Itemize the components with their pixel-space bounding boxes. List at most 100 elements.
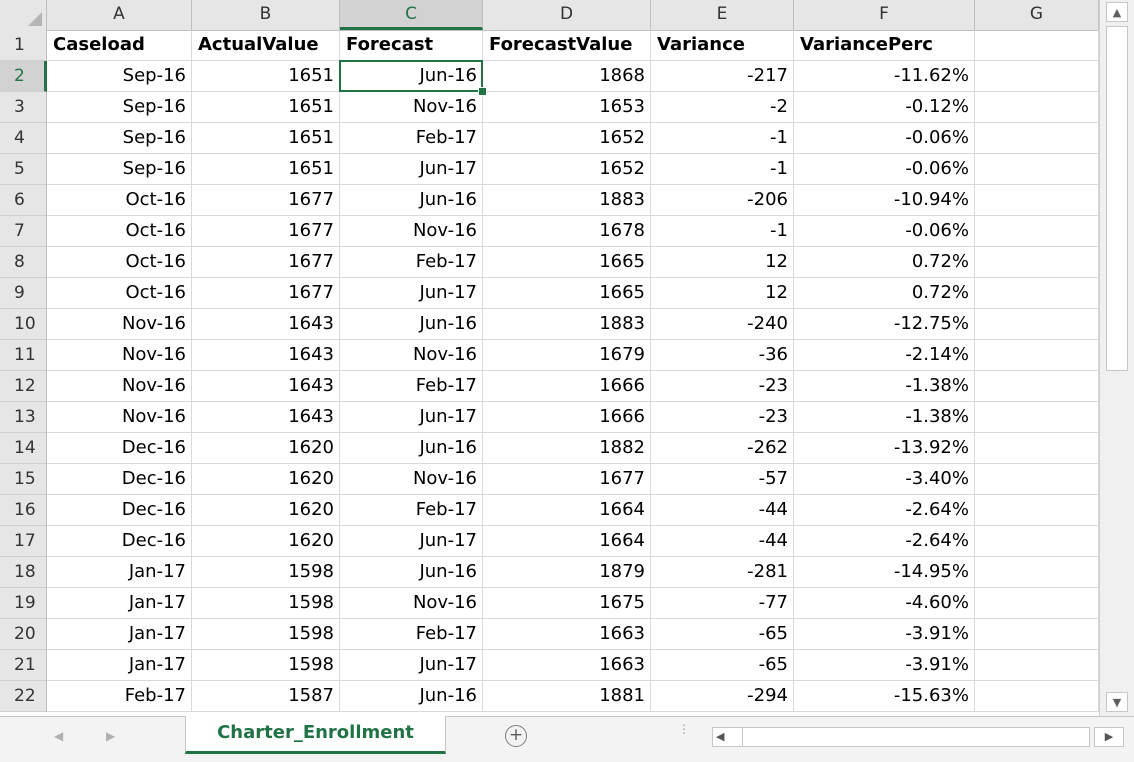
- row-header[interactable]: 6: [0, 185, 47, 216]
- data-cell[interactable]: Nov-16: [47, 371, 192, 402]
- data-cell[interactable]: Jan-17: [47, 557, 192, 588]
- empty-cell[interactable]: [975, 185, 1099, 216]
- data-cell[interactable]: Nov-16: [47, 309, 192, 340]
- column-header-f[interactable]: F: [794, 0, 975, 30]
- empty-cell[interactable]: [975, 92, 1099, 123]
- data-cell[interactable]: Nov-16: [340, 340, 483, 371]
- column-title-cell[interactable]: Caseload: [47, 30, 192, 61]
- data-cell[interactable]: -3.40%: [794, 464, 975, 495]
- column-header-c[interactable]: C: [340, 0, 483, 30]
- data-cell[interactable]: Jun-16: [340, 61, 483, 92]
- column-title-cell[interactable]: ActualValue: [192, 30, 340, 61]
- data-cell[interactable]: 1664: [483, 526, 651, 557]
- horizontal-scrollbar[interactable]: ◀: [712, 727, 1090, 747]
- empty-cell[interactable]: [975, 61, 1099, 92]
- data-cell[interactable]: Oct-16: [47, 278, 192, 309]
- column-title-cell[interactable]: Variance: [651, 30, 794, 61]
- data-cell[interactable]: 1620: [192, 464, 340, 495]
- data-cell[interactable]: -36: [651, 340, 794, 371]
- data-cell[interactable]: Feb-17: [340, 371, 483, 402]
- data-cell[interactable]: -23: [651, 402, 794, 433]
- data-cell[interactable]: Dec-16: [47, 495, 192, 526]
- data-cell[interactable]: -2.14%: [794, 340, 975, 371]
- data-cell[interactable]: Sep-16: [47, 154, 192, 185]
- splitter-dots-icon[interactable]: ⋮: [678, 722, 690, 736]
- data-cell[interactable]: 1643: [192, 340, 340, 371]
- empty-cell[interactable]: [975, 371, 1099, 402]
- data-cell[interactable]: 1664: [483, 495, 651, 526]
- data-cell[interactable]: Jun-16: [340, 185, 483, 216]
- data-cell[interactable]: -206: [651, 185, 794, 216]
- data-cell[interactable]: 1677: [483, 464, 651, 495]
- row-header[interactable]: 11: [0, 340, 47, 371]
- vertical-scrollbar[interactable]: ▲ ▼: [1099, 0, 1134, 716]
- data-cell[interactable]: -1: [651, 216, 794, 247]
- select-all-button[interactable]: [0, 0, 47, 30]
- data-cell[interactable]: -65: [651, 619, 794, 650]
- data-cell[interactable]: 1663: [483, 619, 651, 650]
- data-cell[interactable]: 1883: [483, 185, 651, 216]
- empty-cell[interactable]: [975, 681, 1099, 712]
- data-cell[interactable]: -0.06%: [794, 216, 975, 247]
- column-title-cell[interactable]: ForecastValue: [483, 30, 651, 61]
- empty-cell[interactable]: [975, 340, 1099, 371]
- data-cell[interactable]: Feb-17: [340, 619, 483, 650]
- row-header[interactable]: 19: [0, 588, 47, 619]
- data-cell[interactable]: -4.60%: [794, 588, 975, 619]
- scroll-left-icon[interactable]: ◀: [716, 730, 725, 743]
- empty-cell[interactable]: [975, 216, 1099, 247]
- data-cell[interactable]: Oct-16: [47, 185, 192, 216]
- data-cell[interactable]: Jun-16: [340, 309, 483, 340]
- fill-handle[interactable]: [478, 87, 487, 96]
- data-cell[interactable]: 12: [651, 278, 794, 309]
- scroll-up-icon[interactable]: ▲: [1106, 2, 1128, 22]
- data-cell[interactable]: 1868: [483, 61, 651, 92]
- data-cell[interactable]: Jan-17: [47, 650, 192, 681]
- column-title-cell[interactable]: VariancePerc: [794, 30, 975, 61]
- data-cell[interactable]: -57: [651, 464, 794, 495]
- empty-cell[interactable]: [975, 619, 1099, 650]
- data-cell[interactable]: -77: [651, 588, 794, 619]
- empty-cell[interactable]: [975, 123, 1099, 154]
- data-cell[interactable]: Nov-16: [340, 92, 483, 123]
- row-header[interactable]: 2: [0, 61, 47, 92]
- row-header[interactable]: 9: [0, 278, 47, 309]
- data-cell[interactable]: -262: [651, 433, 794, 464]
- empty-cell[interactable]: [975, 278, 1099, 309]
- data-cell[interactable]: -2.64%: [794, 495, 975, 526]
- data-cell[interactable]: -65: [651, 650, 794, 681]
- data-cell[interactable]: Jan-17: [47, 619, 192, 650]
- row-header[interactable]: 18: [0, 557, 47, 588]
- data-cell[interactable]: Nov-16: [47, 402, 192, 433]
- scroll-right-icon[interactable]: ▶: [1094, 727, 1124, 747]
- empty-cell[interactable]: [975, 526, 1099, 557]
- data-cell[interactable]: -14.95%: [794, 557, 975, 588]
- data-cell[interactable]: -3.91%: [794, 650, 975, 681]
- data-cell[interactable]: 1882: [483, 433, 651, 464]
- column-title-cell[interactable]: Forecast: [340, 30, 483, 61]
- row-header[interactable]: 20: [0, 619, 47, 650]
- row-header[interactable]: 5: [0, 154, 47, 185]
- data-cell[interactable]: 0.72%: [794, 247, 975, 278]
- column-header-g[interactable]: G: [975, 0, 1099, 30]
- empty-cell[interactable]: [975, 402, 1099, 433]
- data-cell[interactable]: 1620: [192, 495, 340, 526]
- data-cell[interactable]: 1598: [192, 619, 340, 650]
- data-cell[interactable]: 1883: [483, 309, 651, 340]
- data-cell[interactable]: -217: [651, 61, 794, 92]
- data-cell[interactable]: -10.94%: [794, 185, 975, 216]
- data-cell[interactable]: -0.06%: [794, 154, 975, 185]
- sheet-nav-next-icon[interactable]: ▶: [106, 729, 116, 743]
- row-header[interactable]: 10: [0, 309, 47, 340]
- empty-cell[interactable]: [975, 154, 1099, 185]
- data-cell[interactable]: Nov-16: [340, 216, 483, 247]
- row-header[interactable]: 16: [0, 495, 47, 526]
- data-cell[interactable]: 1881: [483, 681, 651, 712]
- row-header[interactable]: 1: [0, 30, 47, 61]
- data-cell[interactable]: 1653: [483, 92, 651, 123]
- data-cell[interactable]: -1.38%: [794, 371, 975, 402]
- row-header[interactable]: 15: [0, 464, 47, 495]
- new-sheet-plus-icon[interactable]: +: [505, 725, 527, 747]
- data-cell[interactable]: 1598: [192, 650, 340, 681]
- data-cell[interactable]: -0.12%: [794, 92, 975, 123]
